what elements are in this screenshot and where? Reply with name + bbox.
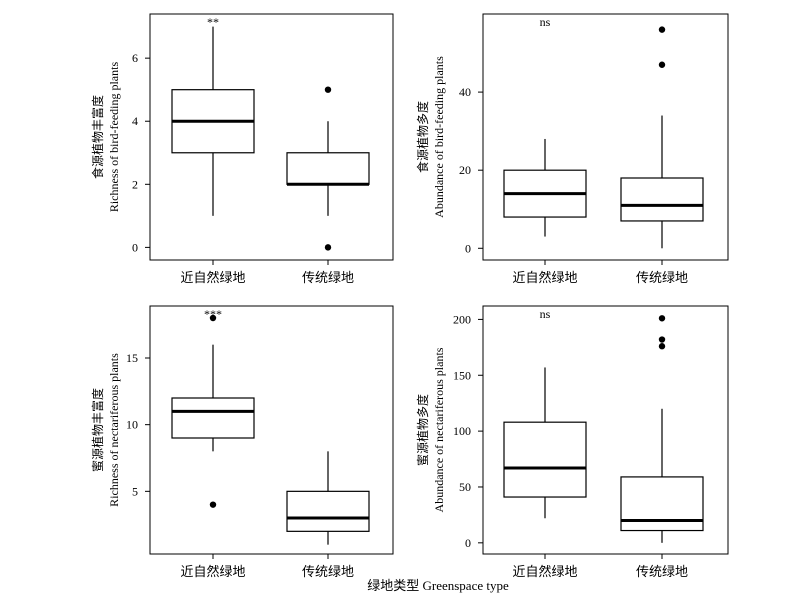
y-tick-label: 20 bbox=[459, 163, 471, 177]
box-2 bbox=[286, 451, 370, 545]
y-tick-label: 100 bbox=[453, 424, 471, 438]
plot-frame bbox=[149, 305, 394, 555]
x-category-label: 传统绿地 bbox=[302, 270, 354, 285]
iqr-box bbox=[286, 152, 370, 185]
box-1 bbox=[171, 26, 255, 216]
x-category-label: 近自然绿地 bbox=[180, 270, 245, 285]
box-1 bbox=[171, 314, 255, 508]
outlier-point bbox=[209, 501, 217, 508]
y-tick-label: 15 bbox=[126, 351, 138, 365]
plot-frame bbox=[482, 305, 729, 555]
box-2 bbox=[620, 26, 704, 249]
iqr-box bbox=[620, 177, 704, 222]
y-tick-label: 200 bbox=[453, 312, 471, 326]
outlier-point bbox=[324, 244, 332, 251]
plot-frame bbox=[482, 13, 729, 261]
y-axis-label-cn: 蜜源植物丰富度 bbox=[90, 388, 105, 472]
panel-3: 5 10 15 蜜源植物丰富度 Richness of nectariferous pl… bbox=[90, 305, 394, 579]
y-axis-label-cn: 蜜源植物多度 bbox=[415, 394, 430, 466]
plot-frame bbox=[149, 13, 394, 261]
panel-4: 0 50 100 150 200 蜜源植物多度 Abundance of nectarife… bbox=[415, 305, 729, 579]
outlier-point bbox=[209, 314, 217, 322]
y-tick-label: 10 bbox=[126, 418, 138, 432]
significance-label: ns bbox=[540, 307, 551, 321]
y-tick-label: 0 bbox=[465, 241, 471, 255]
x-category-label: 传统绿地 bbox=[636, 564, 688, 579]
y-tick-label: 2 bbox=[132, 177, 138, 191]
y-axis-label-en: Richness of nectariferous plants bbox=[107, 353, 121, 507]
box-1 bbox=[503, 367, 587, 519]
y-tick-label: 40 bbox=[459, 85, 471, 99]
iqr-box bbox=[171, 397, 255, 439]
y-tick-label: 0 bbox=[465, 536, 471, 550]
significance-label: ** bbox=[207, 15, 219, 29]
y-tick-label: 50 bbox=[459, 480, 471, 494]
y-tick-label: 4 bbox=[132, 114, 138, 128]
iqr-box bbox=[620, 476, 704, 532]
y-axis-label-en: Richness of bird-feeding plants bbox=[107, 62, 121, 213]
y-axis-label-cn: 食源植物丰富度 bbox=[90, 95, 105, 179]
significance-label: ns bbox=[540, 15, 551, 29]
x-axis-label: 绿地类型 Greenspace type bbox=[367, 578, 509, 593]
outlier-point bbox=[324, 86, 332, 93]
outlier-point bbox=[658, 26, 666, 33]
significance-label: *** bbox=[204, 307, 222, 321]
outlier-point bbox=[658, 61, 666, 68]
outlier-point bbox=[658, 343, 666, 350]
y-axis-label-en: Abundance of nectariferous plants bbox=[432, 347, 446, 512]
iqr-box bbox=[286, 490, 370, 532]
y-axis-label-en: Abundance of bird-feeding plants bbox=[432, 56, 446, 218]
x-category-label: 近自然绿地 bbox=[180, 564, 245, 579]
outlier-point bbox=[658, 315, 666, 322]
box-1 bbox=[503, 138, 587, 237]
box-2 bbox=[286, 86, 370, 251]
iqr-box bbox=[503, 421, 587, 498]
box-2 bbox=[620, 315, 704, 543]
y-tick-label: 150 bbox=[453, 368, 471, 382]
x-category-label: 近自然绿地 bbox=[512, 270, 577, 285]
y-tick-label: 0 bbox=[132, 240, 138, 254]
y-axis-label-cn: 食源植物多度 bbox=[415, 101, 430, 173]
x-category-label: 传统绿地 bbox=[636, 270, 688, 285]
x-category-label: 传统绿地 bbox=[302, 564, 354, 579]
y-tick-label: 6 bbox=[132, 51, 138, 65]
panel-2: 0 20 40 食源植物多度 Abundance of bird-feeding pla… bbox=[415, 13, 729, 285]
x-category-label: 近自然绿地 bbox=[512, 564, 577, 579]
panel-1: 0 2 4 6 食源植物丰富度 Richness of bird-feeding plan… bbox=[90, 13, 394, 285]
outlier-point bbox=[658, 336, 666, 343]
y-tick-label: 5 bbox=[132, 484, 138, 498]
